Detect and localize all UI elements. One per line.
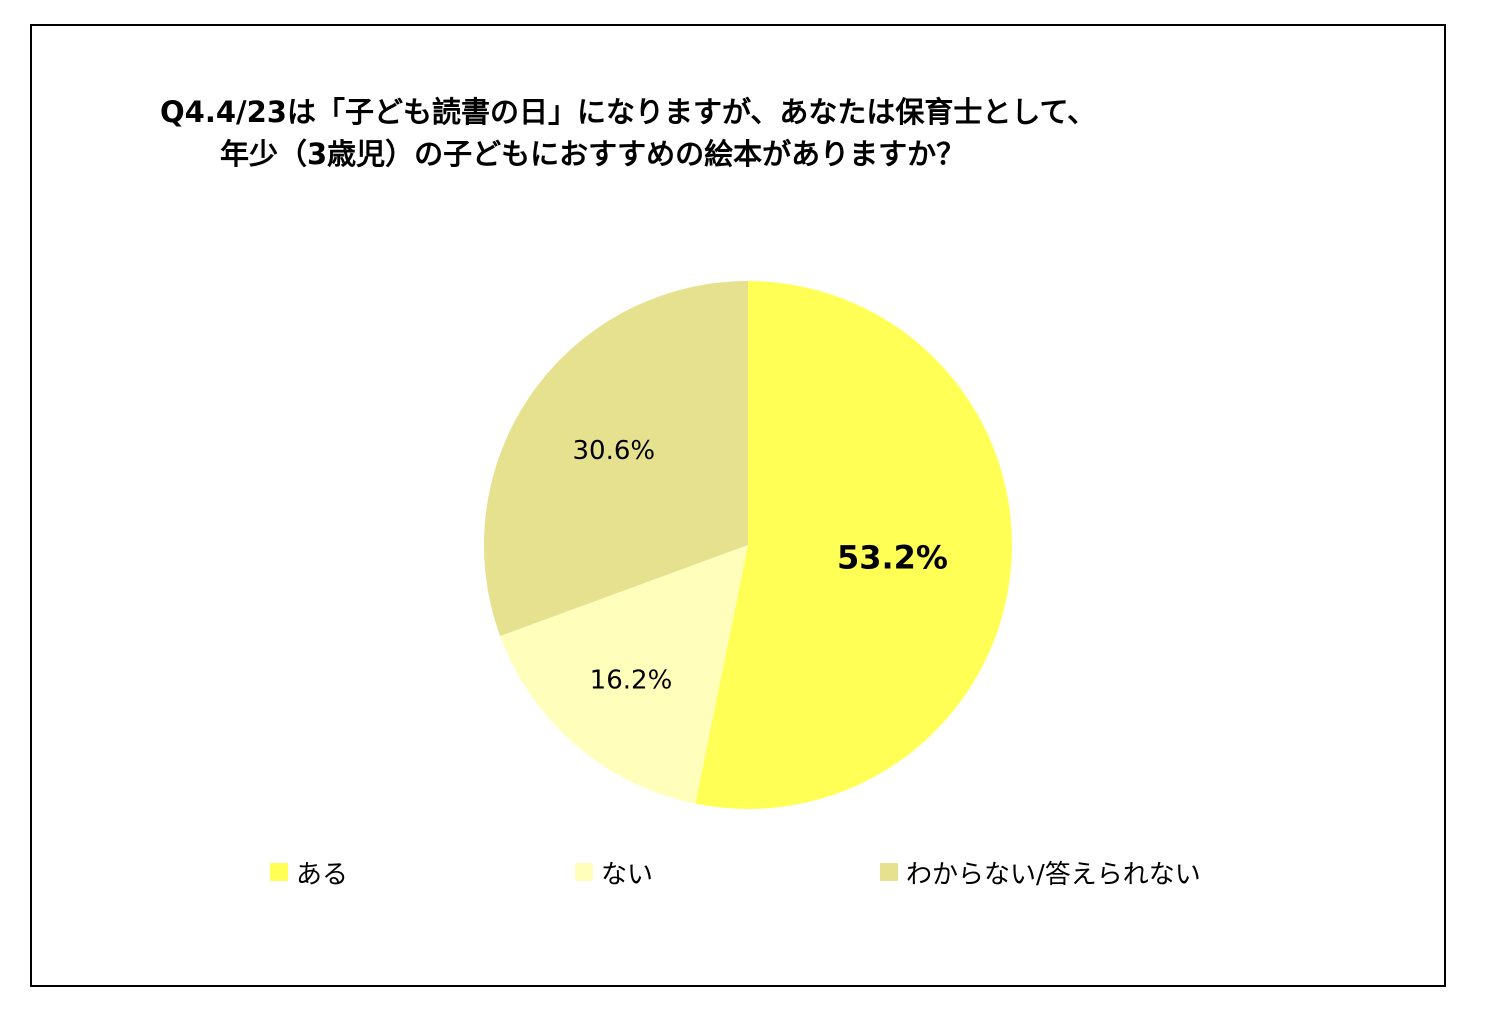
- legend-label-aru: ある: [296, 859, 349, 890]
- legend-swatch-aru: [270, 863, 288, 881]
- pie-slice-nai: [500, 545, 748, 804]
- pie-data-label-nai: 16.2%: [590, 666, 673, 696]
- legend-swatch-nai: [575, 863, 593, 881]
- pie-slice-wakaranai: [483, 281, 748, 636]
- legend-item-aru: ある: [270, 852, 348, 892]
- legend-label-nai: ない: [601, 859, 654, 890]
- pie-data-label-wakaranai: 30.6%: [572, 436, 655, 466]
- legend-item-nai: ない: [575, 852, 653, 892]
- chart-title-line-2: 年少（3歳児）の子どもにおすすめの絵本がありますか？: [220, 137, 966, 171]
- legend-label-wakaranai: わからない/答えられない: [906, 859, 1201, 890]
- legend-item-wakaranai: わからない/答えられない: [880, 852, 1201, 892]
- pie-data-label-aru: 53.2%: [837, 539, 948, 577]
- chart-title-line-1: Q4.4/23は「子ども読書の日」になりますが、あなたは保育士として、: [160, 95, 1097, 129]
- pie-slice-aru: [695, 281, 1012, 810]
- legend-swatch-wakaranai: [880, 863, 898, 881]
